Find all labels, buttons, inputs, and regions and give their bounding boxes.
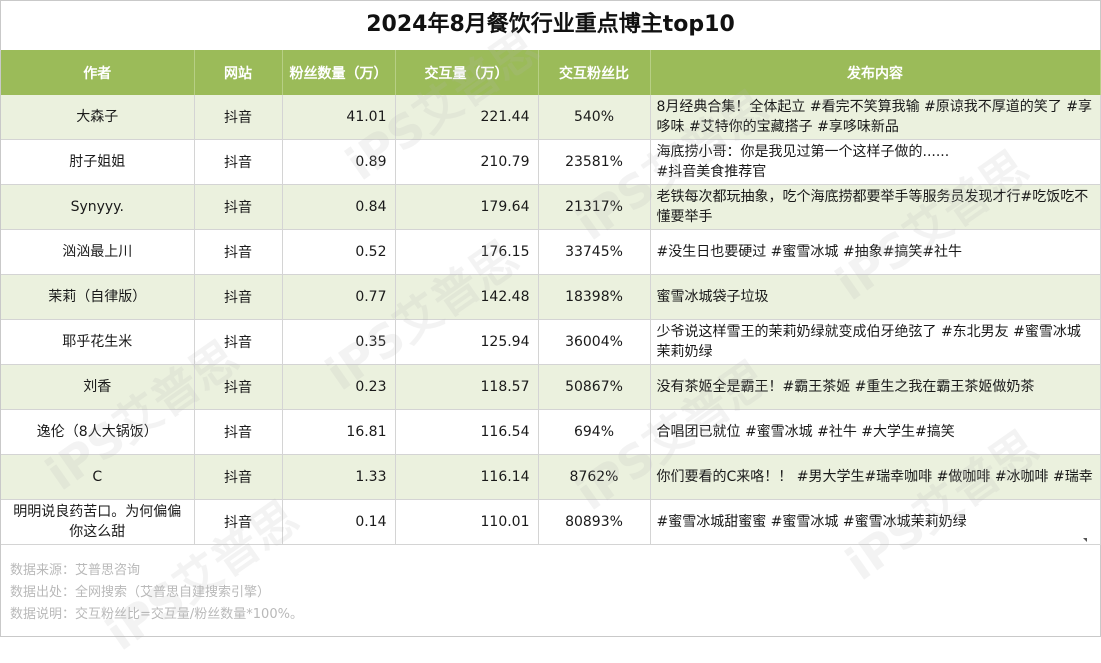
fans-cell: 1.33 <box>282 454 396 500</box>
fans-cell: 41.01 <box>282 95 396 140</box>
author-cell: Synyyy. <box>1 184 195 230</box>
site-cell: 抖音 <box>194 274 283 320</box>
author-cell: 汹汹最上川 <box>1 229 195 275</box>
interactions-cell: 179.64 <box>395 184 539 230</box>
footer-note: 数据说明：交互粉丝比=交互量/粉丝数量*100%。 <box>10 607 303 622</box>
ratio-cell: 36004% <box>538 319 651 365</box>
header-site: 网站 <box>194 50 283 95</box>
table-row: Synyyy. 抖音 0.84 179.64 21317% 老铁每次都玩抽象，吃个海底捞都… <box>1 184 1101 230</box>
table-row: C 抖音 1.33 116.14 8762% 你们要看的C来咯！！ #男大学生#瑞幸咖啡 … <box>1 454 1101 500</box>
interactions-cell: 118.57 <box>395 364 539 410</box>
content-cell: #没生日也要硬过 #蜜雪冰城 #抽象#搞笑#社牛 <box>650 229 1101 275</box>
ratio-cell: 21317% <box>538 184 651 230</box>
author-cell: 耶乎花生米 <box>1 319 195 365</box>
resize-corner-icon <box>1083 538 1087 542</box>
site-cell: 抖音 <box>194 229 283 275</box>
site-cell: 抖音 <box>194 139 283 185</box>
interactions-cell: 110.01 <box>395 499 539 545</box>
fans-cell: 0.77 <box>282 274 396 320</box>
site-cell: 抖音 <box>194 364 283 410</box>
blogger-table: 作者 网站 粉丝数量（万） 交互量（万） 交互粉丝比 发布内容 大森子 抖音 41.… <box>1 50 1101 545</box>
interactions-cell: 116.14 <box>395 454 539 500</box>
author-cell: 大森子 <box>1 95 195 140</box>
header-ratio: 交互粉丝比 <box>538 50 651 95</box>
table-row: 汹汹最上川 抖音 0.52 176.15 33745% #没生日也要硬过 #蜜雪冰城 #抽… <box>1 229 1101 275</box>
header-content: 发布内容 <box>650 50 1101 95</box>
header-fans: 粉丝数量（万） <box>282 50 396 95</box>
content-cell: 老铁每次都玩抽象，吃个海底捞都要举手等服务员发现才行#吃饭吃不懂要举手 <box>650 184 1101 230</box>
content-cell: 你们要看的C来咯！！ #男大学生#瑞幸咖啡 #做咖啡 #冰咖啡 #瑞幸 <box>650 454 1101 500</box>
author-cell: C <box>1 454 195 500</box>
ratio-cell: 33745% <box>538 229 651 275</box>
site-cell: 抖音 <box>194 184 283 230</box>
fans-cell: 0.52 <box>282 229 396 275</box>
author-cell: 刘香 <box>1 364 195 410</box>
ratio-cell: 80893% <box>538 499 651 545</box>
interactions-cell: 116.54 <box>395 409 539 455</box>
ratio-cell: 8762% <box>538 454 651 500</box>
footer-notes: 数据来源：艾普思咨询 数据出处：全网搜索（艾普思自建搜索引擎） 数据说明：交互粉… <box>10 560 303 626</box>
table-row: 茉莉（自律版） 抖音 0.77 142.48 18398% 蜜雪冰城袋子垃圾 <box>1 274 1101 320</box>
ratio-cell: 694% <box>538 409 651 455</box>
ratio-cell: 23581% <box>538 139 651 185</box>
table-row: 逸伦（8人大锅饭） 抖音 16.81 116.54 694% 合唱团已就位 #蜜雪冰城 #… <box>1 409 1101 455</box>
author-cell: 明明说良药苦口。为何偏偏你这么甜 <box>1 499 195 545</box>
site-cell: 抖音 <box>194 454 283 500</box>
table-row: 耶乎花生米 抖音 0.35 125.94 36004% 少爷说这样雪王的茉莉奶绿就变成伯牙… <box>1 319 1101 365</box>
author-cell: 茉莉（自律版） <box>1 274 195 320</box>
interactions-cell: 125.94 <box>395 319 539 365</box>
ratio-cell: 540% <box>538 95 651 140</box>
site-cell: 抖音 <box>194 95 283 140</box>
footer-origin: 数据出处：全网搜索（艾普思自建搜索引擎） <box>10 585 271 600</box>
fans-cell: 0.35 <box>282 319 396 365</box>
content-cell: 海底捞小哥：你是我见过第一个这样子做的...... #抖音美食推荐官 <box>650 139 1101 185</box>
content-cell: 合唱团已就位 #蜜雪冰城 #社牛 #大学生#搞笑 <box>650 409 1101 455</box>
fans-cell: 0.23 <box>282 364 396 410</box>
header-author: 作者 <box>1 50 195 95</box>
ratio-cell: 50867% <box>538 364 651 410</box>
site-cell: 抖音 <box>194 499 283 545</box>
content-cell: 蜜雪冰城袋子垃圾 <box>650 274 1101 320</box>
header-interactions: 交互量（万） <box>395 50 539 95</box>
interactions-cell: 210.79 <box>395 139 539 185</box>
table-header-row: 作者 网站 粉丝数量（万） 交互量（万） 交互粉丝比 发布内容 <box>1 50 1101 95</box>
fans-cell: 0.14 <box>282 499 396 545</box>
author-cell: 肘子姐姐 <box>1 139 195 185</box>
site-cell: 抖音 <box>194 319 283 365</box>
fans-cell: 0.84 <box>282 184 396 230</box>
content-cell: 没有茶姬全是霸王！#霸王茶姬 #重生之我在霸王茶姬做奶茶 <box>650 364 1101 410</box>
interactions-cell: 176.15 <box>395 229 539 275</box>
content-cell: 8月经典合集！全体起立 #看完不笑算我输 #原谅我不厚道的笑了 #享哆味 #艾特… <box>650 95 1101 140</box>
footer-source: 数据来源：艾普思咨询 <box>10 563 141 578</box>
content-cell: 少爷说这样雪王的茉莉奶绿就变成伯牙绝弦了 #东北男友 #蜜雪冰城茉莉奶绿 <box>650 319 1101 365</box>
table-row: 肘子姐姐 抖音 0.89 210.79 23581% 海底捞小哥：你是我见过第一个这样子做… <box>1 139 1101 185</box>
fans-cell: 16.81 <box>282 409 396 455</box>
interactions-cell: 142.48 <box>395 274 539 320</box>
interactions-cell: 221.44 <box>395 95 539 140</box>
page-title: 2024年8月餐饮行业重点博主top10 <box>0 0 1101 51</box>
content-cell: #蜜雪冰城甜蜜蜜 #蜜雪冰城 #蜜雪冰城茉莉奶绿 <box>650 499 1101 545</box>
author-cell: 逸伦（8人大锅饭） <box>1 409 195 455</box>
table-row: 刘香 抖音 0.23 118.57 50867% 没有茶姬全是霸王！#霸王茶姬 #重生之我… <box>1 364 1101 410</box>
ratio-cell: 18398% <box>538 274 651 320</box>
fans-cell: 0.89 <box>282 139 396 185</box>
table-row: 明明说良药苦口。为何偏偏你这么甜 抖音 0.14 110.01 80893% #蜜雪冰城甜… <box>1 499 1101 545</box>
site-cell: 抖音 <box>194 409 283 455</box>
table-row: 大森子 抖音 41.01 221.44 540% 8月经典合集！全体起立 #看完不笑算我输… <box>1 95 1101 140</box>
